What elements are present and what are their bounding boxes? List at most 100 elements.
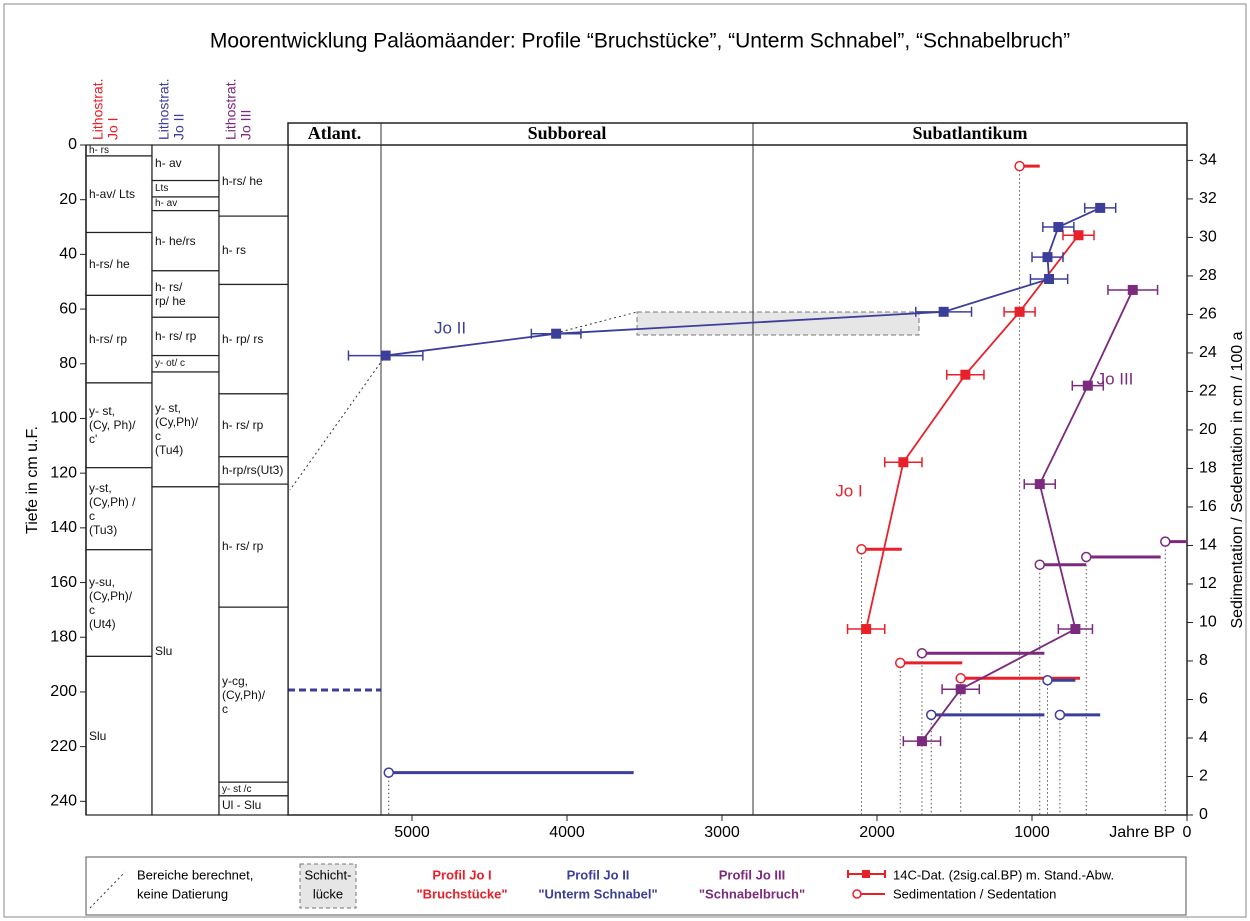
x-tick-label: 0 [1183,824,1192,841]
point [938,306,949,317]
sed-point [926,709,937,721]
y2-tick-label: 22 [1199,383,1217,400]
point [898,457,909,468]
layer [218,456,289,485]
sed-point [1160,536,1171,547]
y-tick-label: 20 [59,191,77,208]
y-tick-label: 80 [59,355,77,372]
y2-tick-label: 32 [1199,190,1217,207]
point [1053,222,1064,233]
legend-text: "Unterm Schnabel" [538,886,657,901]
point [551,328,562,339]
y2-tick-label: 12 [1199,575,1217,592]
series-line [921,289,1134,742]
layer [85,382,153,469]
period-label: Atlant. [308,123,362,143]
legend [85,856,1187,916]
x-tick-label: 3000 [704,824,740,841]
layer-label: y-st, (Cy,Ph) / c (Tu3) [89,480,136,537]
y2-tick-label: 26 [1199,306,1217,323]
layer-label: h- av [155,198,178,210]
point [1070,624,1081,635]
point [1042,252,1053,263]
sed-point [1081,551,1092,563]
y-tick-label: 120 [50,464,77,481]
column-header: Lithostrat. [90,79,106,140]
layer-label: h- rs [222,243,246,258]
layer [151,144,220,182]
layer-label: y- st, (Cy, Ph)/ c' [89,404,136,447]
layer-label: h- av [155,155,182,170]
point [1082,380,1093,391]
column-header: Lithostrat. [223,79,239,140]
layer-label: h- rs/ rp [222,538,264,553]
y2-tick-label: 24 [1199,344,1217,361]
legend-text: keine Datierung [137,886,228,901]
period-label: Subatlantikum [912,123,1027,143]
legend-text: "Schnabelbruch" [699,886,805,901]
legend-text: Profil Jo II [567,867,630,882]
y2-tick-label: 34 [1199,152,1217,169]
layer [218,606,289,783]
y-tick-label: 220 [50,738,77,755]
y-tick-label: 200 [50,683,77,700]
y-tick-label: 40 [59,246,77,263]
column-header: Lithostrat. [156,79,172,140]
point [861,624,872,635]
layer-label: h- rs/ rp/ he [155,280,186,309]
layer-label: h- he/rs [155,233,196,248]
y-tick-label: 140 [50,519,77,536]
series-label: Jo III [1097,369,1134,388]
layer [218,393,289,458]
layer [218,144,289,217]
frame [3,3,1247,918]
layer [85,294,153,384]
point [960,369,971,380]
layer-label: h- rs/ rp [155,329,197,344]
chart-title: Moorentwicklung Paläomäander: Profile “B… [210,30,1070,53]
layer-label: y- ot/ c [155,358,186,370]
point [1127,284,1138,295]
layer [151,316,220,357]
y2-tick-label: 18 [1199,460,1217,477]
layer [151,486,220,816]
layer-label: Lts [155,183,169,195]
sed-point [1042,674,1053,686]
x-tick-label: 1000 [1014,824,1050,841]
point [1044,274,1055,284]
legend-symbol [299,863,357,909]
point [1095,202,1106,213]
layer-label: h-rs/ he [222,173,263,188]
y-tick-label: 160 [50,574,77,591]
y2-tick-label: 28 [1199,267,1217,284]
y-tick-label: 180 [50,628,77,645]
legend-text: lücke [313,886,343,901]
y2-tick-label: 30 [1199,229,1217,246]
sed-point [1054,709,1066,721]
legend-text: Profil Jo III [719,867,785,882]
point [380,350,391,361]
y-tick-label: 60 [59,300,77,317]
layer-label: h-rs/ he [89,256,130,271]
sed-point [1034,559,1045,570]
layer-label: Slu [89,728,107,743]
y2-tick-label: 2 [1199,768,1208,785]
column-header: Jo I [105,117,121,140]
sed-point [383,767,394,778]
y2-tick-label: 16 [1199,498,1217,515]
point [955,684,966,695]
sed-point [955,673,966,684]
calc-line [555,311,638,334]
sed-point [895,657,906,669]
period-label: Subboreal [528,123,607,143]
y2-tick-label: 6 [1199,691,1208,708]
y2-tick-label: 4 [1199,729,1208,746]
layer-label: y- st /c [222,783,252,795]
layer-label: h- rp/ rs [222,332,264,347]
x-tick-label: 2000 [859,824,895,841]
layer-label: h- rs [89,145,109,156]
x-tick-label: 5000 [394,824,430,841]
point [1014,306,1025,317]
x-axis-title: Jahre BP [1109,824,1175,841]
